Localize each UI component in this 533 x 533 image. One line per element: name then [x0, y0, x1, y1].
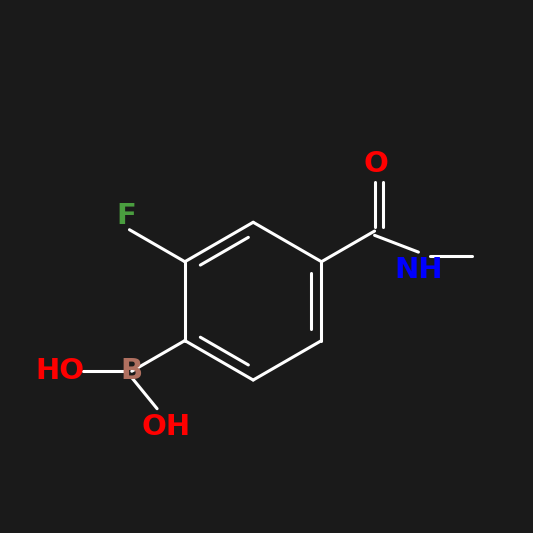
Text: O: O [364, 150, 389, 179]
Text: OH: OH [141, 413, 190, 441]
Text: NH: NH [394, 256, 443, 284]
Text: B: B [120, 357, 143, 385]
Text: HO: HO [35, 357, 84, 385]
Text: F: F [117, 203, 137, 230]
